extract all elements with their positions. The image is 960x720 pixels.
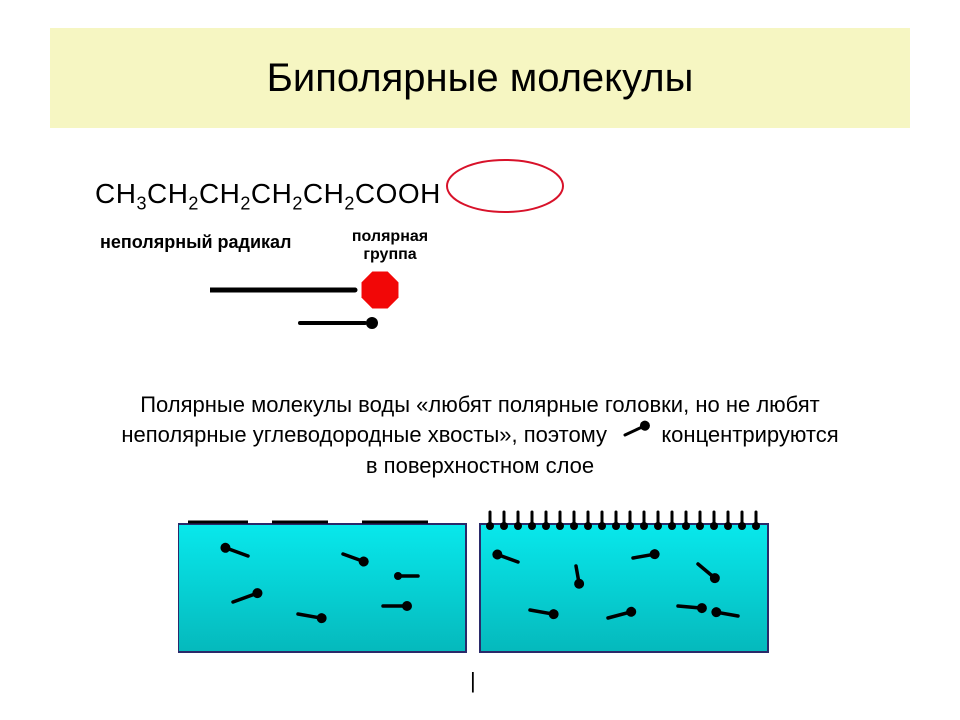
para-line-2-before: неполярные углеводородные хвосты», поэто…: [121, 422, 607, 447]
title-band: Биполярные молекулы: [50, 28, 910, 128]
para-line-3: в поверхностном слое: [48, 451, 912, 481]
chemical-formula: CH3CH2CH2CH2CH2COOH: [95, 178, 441, 215]
slide: Биполярные молекулы CH3CH2CH2CH2CH2COOH …: [0, 0, 960, 720]
slide-title: Биполярные молекулы: [267, 56, 694, 101]
para-line-1: Полярные молекулы воды «любят полярные г…: [48, 390, 912, 420]
explanation-paragraph: Полярные молекулы воды «любят полярные г…: [48, 390, 912, 480]
polar-group-label: полярная группа: [335, 228, 445, 263]
formula-ring: [95, 164, 595, 214]
para-line-2: неполярные углеводородные хвосты», поэто…: [48, 420, 912, 451]
footer-mark: |: [470, 668, 476, 694]
para-line-2-after: концентрируются: [661, 422, 838, 447]
molecule-icon: [617, 421, 651, 451]
molecule-schematic: [210, 268, 470, 348]
nonpolar-radical-label: неполярный радикал: [100, 232, 292, 253]
water-tanks-diagram: [178, 506, 782, 666]
